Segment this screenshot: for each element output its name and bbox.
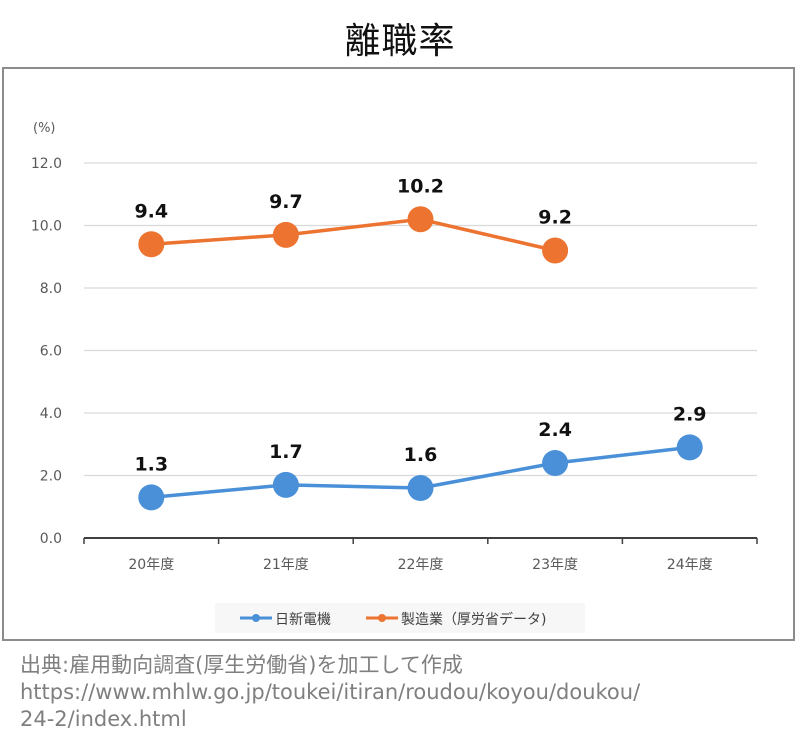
source-url-line2: 24-2/index.html bbox=[20, 707, 187, 731]
x-tick-label: 22年度 bbox=[398, 557, 444, 573]
source-url-line1: https://www.mhlw.go.jp/toukei/itiran/rou… bbox=[20, 680, 641, 704]
data-point bbox=[272, 221, 299, 248]
data-point bbox=[272, 471, 299, 498]
data-label: 2.9 bbox=[673, 403, 707, 425]
data-point bbox=[407, 206, 434, 233]
data-label: 9.4 bbox=[134, 200, 168, 222]
x-tick-label: 24年度 bbox=[667, 557, 713, 573]
y-tick-label: 10.0 bbox=[31, 219, 62, 235]
source-citation: 出典:雇用動向調査(厚生労働省)を加工して作成 bbox=[20, 653, 463, 677]
y-axis-unit-label: (%) bbox=[33, 121, 56, 136]
y-tick-label: 12.0 bbox=[31, 156, 62, 172]
legend-background bbox=[215, 603, 585, 633]
data-point bbox=[138, 484, 165, 511]
legend-dot-marker bbox=[378, 614, 386, 622]
x-tick-label: 20年度 bbox=[128, 557, 174, 573]
chart-title: 離職率 bbox=[344, 21, 456, 62]
data-point bbox=[542, 450, 569, 476]
y-tick-label: 6.0 bbox=[40, 344, 62, 360]
data-label: 1.7 bbox=[269, 441, 303, 463]
y-tick-label: 8.0 bbox=[40, 281, 62, 297]
y-tick-label: 2.0 bbox=[40, 469, 62, 485]
legend-dot-marker bbox=[252, 614, 260, 622]
data-point bbox=[542, 237, 569, 264]
series-line bbox=[151, 217, 556, 253]
data-point bbox=[138, 231, 165, 258]
data-label: 1.3 bbox=[134, 453, 168, 475]
data-point bbox=[676, 434, 703, 461]
data-label: 9.7 bbox=[269, 191, 303, 213]
legend-label: 日新電機 bbox=[275, 612, 331, 628]
x-tick-label: 23年度 bbox=[532, 557, 578, 573]
legend-label: 製造業（厚労省データ) bbox=[401, 611, 546, 628]
data-label: 1.6 bbox=[404, 444, 438, 466]
x-tick-label: 21年度 bbox=[263, 557, 309, 573]
source-note: 出典:雇用動向調査(厚生労働省)を加工して作成 https://www.mhlw… bbox=[20, 652, 640, 733]
data-label: 9.2 bbox=[538, 207, 572, 229]
data-label: 10.2 bbox=[397, 175, 444, 197]
data-label: 2.4 bbox=[538, 419, 572, 441]
y-tick-label: 0.0 bbox=[40, 531, 62, 547]
y-tick-label: 4.0 bbox=[40, 406, 62, 422]
data-point bbox=[407, 475, 434, 501]
